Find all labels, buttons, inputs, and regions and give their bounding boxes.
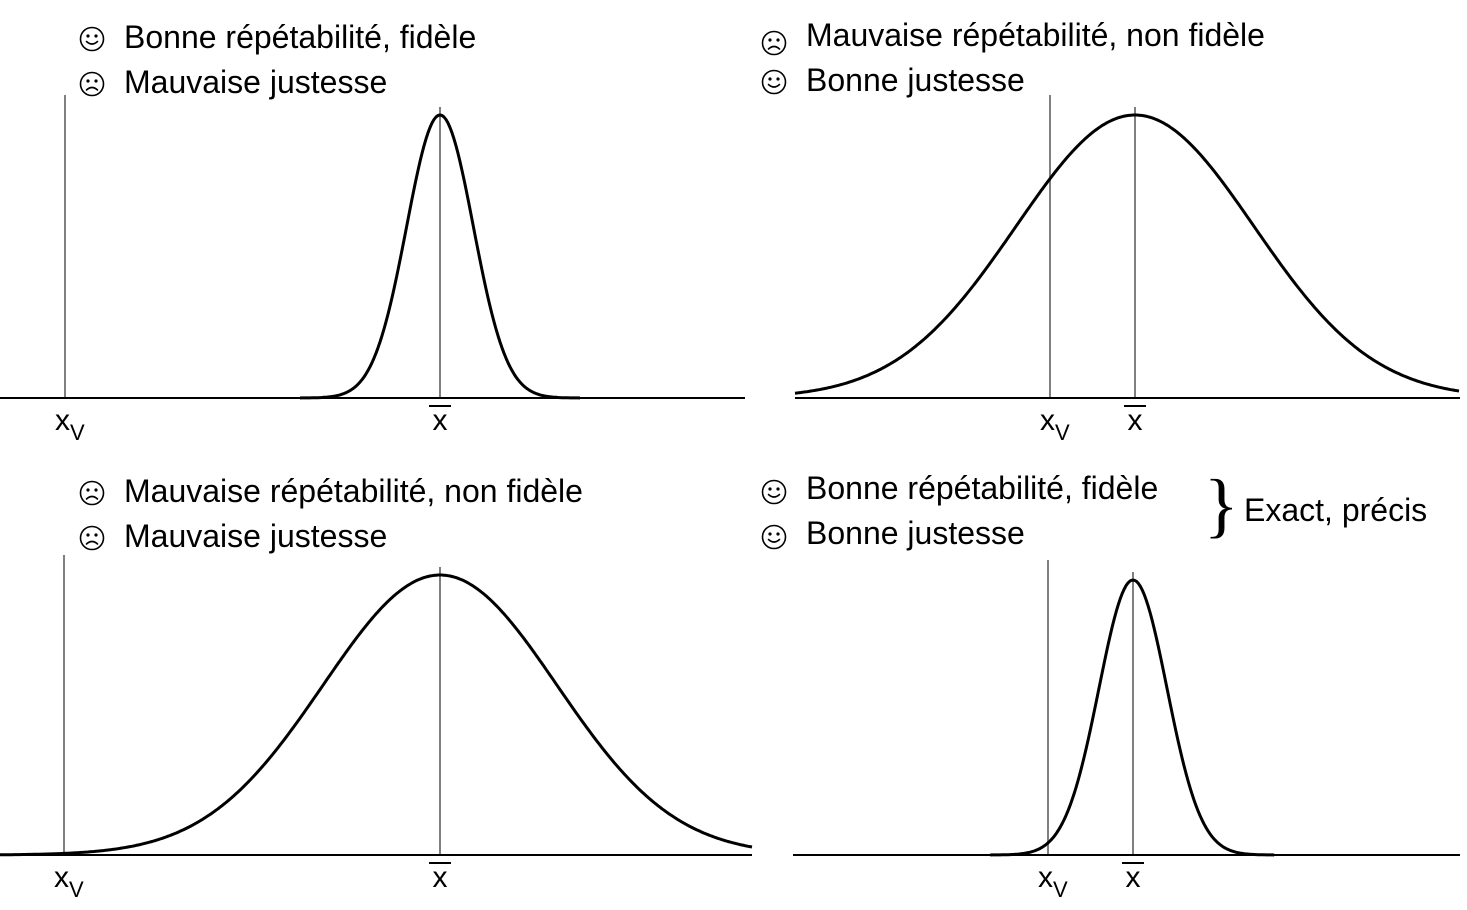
smiley-sad-icon [79,71,105,97]
panel-top-left: Bonne répétabilité, fidèle Mauvaise just… [0,0,750,450]
smiley-happy-icon [761,479,787,505]
panel-top-right: Mauvaise répétabilité, non fidèle Bonne … [761,0,1467,450]
caption-text: Mauvaise justesse [124,64,388,100]
mean-label: x [433,404,448,437]
brace-label: Exact, précis [1244,492,1428,528]
caption-text: Bonne répétabilité, fidèle [806,470,1159,506]
smiley-sad-icon [79,480,105,506]
true-value-label: xV [1040,404,1070,445]
panel-bottom-right: Bonne répétabilité, fidèle Bonne justess… [761,455,1467,910]
distribution-plot: xV x [0,95,745,445]
caption-text: Mauvaise répétabilité, non fidèle [124,473,583,509]
smiley-sad-icon [761,30,787,56]
smiley-sad-icon [79,525,105,551]
smiley-happy-icon [761,524,787,550]
distribution-plot: xV x [0,555,753,902]
mean-label: x [1126,861,1141,894]
distribution-curve [0,573,753,857]
caption-text: Bonne répétabilité, fidèle [124,19,477,55]
true-value-label: xV [1038,861,1068,902]
brace-icon: } [1204,465,1239,545]
distribution-curve [990,578,1275,857]
caption-text: Mauvaise justesse [124,518,388,554]
distribution-curve [299,113,581,400]
distribution-plot: xV x [794,95,1460,445]
panel-bottom-left: Mauvaise répétabilité, non fidèle Mauvai… [0,455,760,910]
true-value-label: xV [55,404,85,445]
distribution-plot: xV x [793,560,1460,902]
distribution-curve [794,113,1460,395]
true-value-label: xV [54,861,84,902]
smiley-happy-icon [79,26,105,52]
smiley-happy-icon [761,69,787,95]
caption-text: Mauvaise répétabilité, non fidèle [806,17,1265,53]
caption-text: Bonne justesse [806,515,1025,551]
mean-label: x [1128,404,1143,437]
caption-text: Bonne justesse [806,62,1025,98]
mean-label: x [433,861,448,894]
